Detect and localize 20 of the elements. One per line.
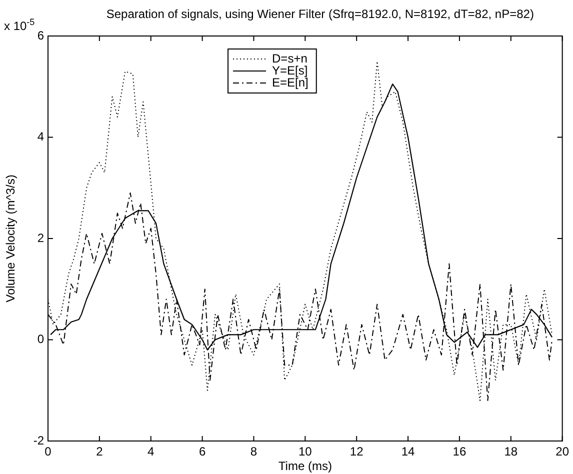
x-tick-label: 4 bbox=[148, 444, 155, 459]
y-axis-title: Volume Velocity (m^3/s) bbox=[4, 174, 18, 302]
x-tick-label: 6 bbox=[198, 444, 206, 459]
y-tick-label: 0 bbox=[37, 332, 44, 346]
y-tick-label: -2 bbox=[33, 433, 44, 448]
x-tick-label: 8 bbox=[250, 444, 258, 459]
x-tick-label: 14 bbox=[401, 444, 416, 459]
x-tick-label: 20 bbox=[556, 444, 570, 459]
x-axis-title: Time (ms) bbox=[278, 459, 332, 474]
chart-title: Separation of signals, using Wiener Filter (Sfrq=8192.0, N=8192, dT=82, nP=82) bbox=[106, 7, 534, 21]
legend-label: D=s+n bbox=[272, 51, 308, 66]
legend-label: Y=E[s] bbox=[272, 63, 308, 78]
x-tick-label: 2 bbox=[96, 444, 104, 459]
y-tick-label: 2 bbox=[37, 230, 44, 245]
x-tick-label: 10 bbox=[298, 444, 312, 459]
x-tick-label: 18 bbox=[504, 444, 518, 459]
y-tick-label: 6 bbox=[37, 28, 44, 42]
x-tick-label: 16 bbox=[452, 444, 466, 459]
x-tick-label: 12 bbox=[350, 444, 364, 459]
y-tick-label: 4 bbox=[37, 130, 44, 144]
